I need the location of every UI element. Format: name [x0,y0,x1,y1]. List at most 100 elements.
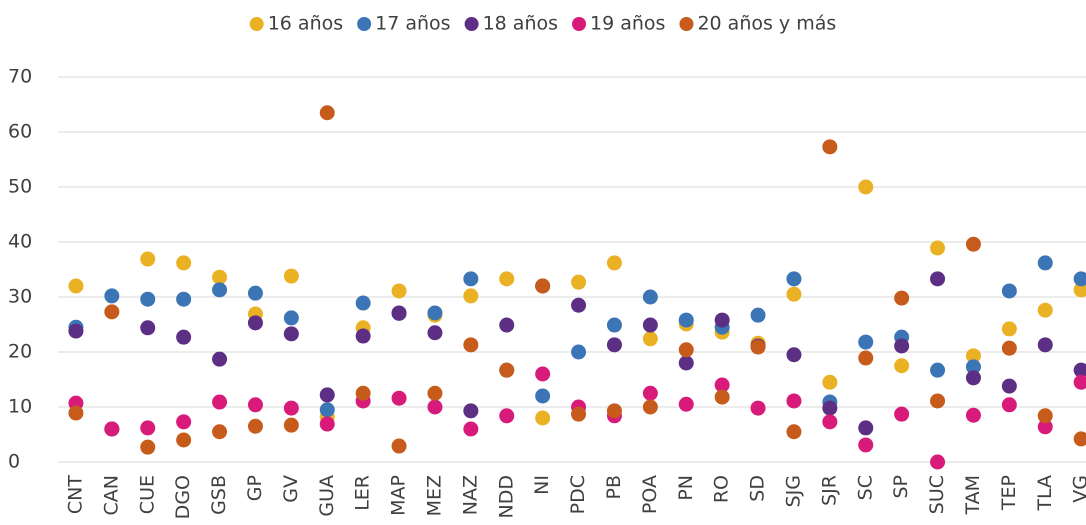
dot [1073,374,1086,390]
dot [212,424,228,440]
x-tick-label: GP [244,475,266,501]
dot [1037,255,1053,271]
dot [714,377,730,393]
x-tick-label: VG [1070,475,1086,503]
dot [104,421,120,437]
dot [319,402,335,418]
dot [319,387,335,403]
dot [283,310,299,326]
dot [894,338,910,354]
dot [930,393,946,409]
dot [319,105,335,121]
dot [391,283,407,299]
dot [571,406,587,422]
dot [965,359,981,375]
dot [1001,340,1017,356]
dot [894,290,910,306]
dot [858,437,874,453]
legend-marker [572,17,587,31]
dot [858,350,874,366]
dot [786,424,802,440]
dot [858,334,874,350]
dot [247,315,263,331]
dot [247,285,263,301]
dot [104,288,120,304]
y-tick-label: 50 [8,176,32,198]
x-tick-label: CNT [64,475,86,514]
dot [606,317,622,333]
x-tick-label: NAZ [459,475,481,515]
dot [176,291,192,307]
dot [1037,302,1053,318]
dot [355,385,371,401]
y-tick-label: 0 [8,451,20,473]
dot [463,403,479,419]
dot [678,396,694,412]
x-tick-label: TLA [1034,475,1056,512]
dot [642,331,658,347]
dot [140,320,156,336]
dot [212,282,228,298]
dot [750,339,766,355]
dot [499,271,515,287]
dot [463,271,479,287]
legend-marker [679,17,694,31]
dot [642,399,658,415]
dot [427,325,443,341]
dot [140,251,156,267]
x-tick-label: PN [675,475,697,501]
x-tick-label: MAP [388,475,410,516]
dot [786,271,802,287]
dot [1037,408,1053,424]
dot [930,362,946,378]
dot [678,355,694,371]
dot [68,278,84,294]
legend-marker [249,17,264,31]
x-tick-label: GUA [316,475,338,517]
dot [140,420,156,436]
legend-label: 19 años [590,13,665,35]
dot [283,400,299,416]
x-tick-label: SJR [818,475,840,506]
y-tick-label: 40 [8,231,32,253]
x-tick-label: TAM [962,475,984,516]
dot [1001,283,1017,299]
dot [965,348,981,364]
x-tick-label: SUC [926,475,948,514]
dot [894,406,910,422]
dot [894,358,910,374]
dot [391,438,407,454]
x-tick-label: GSB [208,475,230,515]
dot [391,390,407,406]
dot [176,432,192,448]
x-tick-label: POA [639,475,661,514]
dot [319,416,335,432]
dot [786,347,802,363]
dot [571,344,587,360]
dot [355,328,371,344]
dot [714,312,730,328]
x-tick-label: PDC [567,475,589,514]
dot [1073,431,1086,447]
dot [930,240,946,256]
x-tick-label: GV [280,475,302,503]
dot [463,337,479,353]
dot [714,389,730,405]
x-tick-label: PB [603,475,625,500]
dot [606,337,622,353]
dot [283,417,299,433]
legend-label: 20 años y más [697,13,836,35]
dot [642,317,658,333]
y-tick-label: 60 [8,121,32,143]
dot [427,399,443,415]
dot [499,408,515,424]
dot [463,288,479,304]
x-tick-label: NDD [495,475,517,518]
y-tick-label: 20 [8,341,32,363]
dot [247,397,263,413]
dot [104,304,120,320]
dot [1037,337,1053,353]
dot [427,305,443,321]
dot [750,307,766,323]
